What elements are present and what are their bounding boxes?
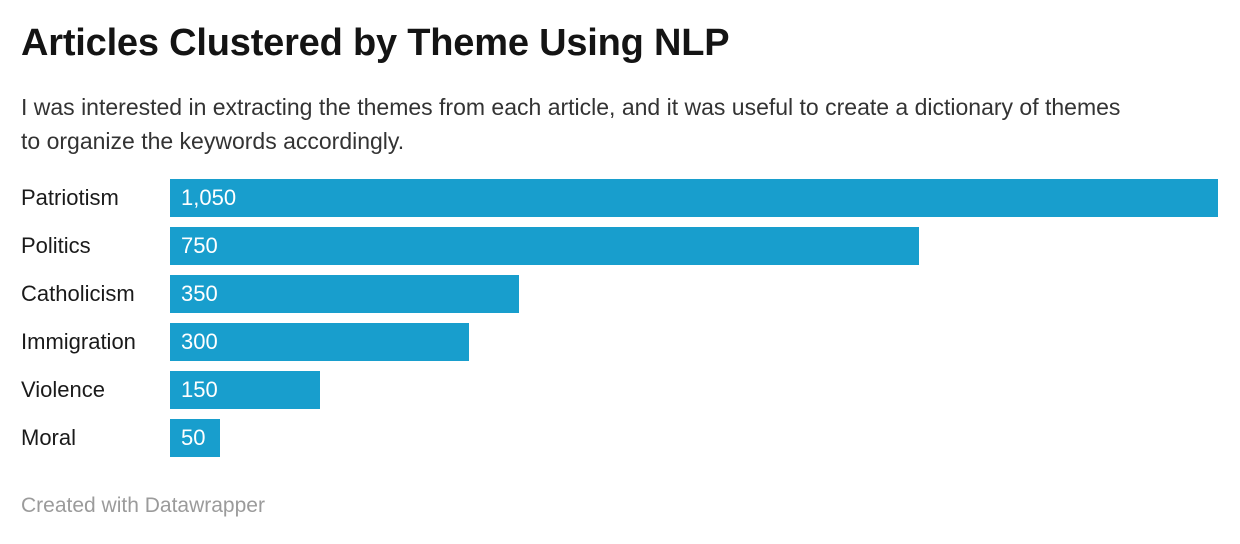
datawrapper-attribution-link[interactable]: Created with Datawrapper [21, 494, 265, 517]
bar-chart: Patriotism 1,050 Politics 750 Catholicis… [21, 174, 1218, 462]
bar-track: 1,050 [170, 179, 1218, 217]
bar-row: Patriotism 1,050 [21, 174, 1218, 222]
bar-track: 750 [170, 227, 1218, 265]
bar-row: Moral 50 [21, 414, 1218, 462]
bar-value-label: 1,050 [181, 185, 237, 210]
bar-row: Politics 750 [21, 222, 1218, 270]
bar-value-label: 150 [181, 377, 218, 402]
bar: 1,050 [170, 179, 1218, 217]
bar-value-label: 750 [181, 233, 218, 258]
category-label: Politics [21, 233, 91, 258]
bar-track: 50 [170, 419, 1218, 457]
chart-title: Articles Clustered by Theme Using NLP [21, 22, 730, 64]
bar: 50 [170, 419, 220, 457]
category-label: Catholicism [21, 281, 135, 306]
bar-value-label: 300 [181, 329, 218, 354]
bar-row: Violence 150 [21, 366, 1218, 414]
bar: 300 [170, 323, 470, 361]
bar-track: 150 [170, 371, 1218, 409]
chart-card: Articles Clustered by Theme Using NLP I … [0, 20, 1240, 544]
category-label: Immigration [21, 329, 136, 354]
bar-track: 300 [170, 323, 1218, 361]
chart-description: I was interested in extracting the theme… [21, 94, 1121, 154]
page: { "header": { "title": "Articles Cluster… [0, 20, 1240, 544]
bar-track: 350 [170, 275, 1218, 313]
category-label: Violence [21, 377, 105, 402]
bar-row: Catholicism 350 [21, 270, 1218, 318]
category-label: Moral [21, 425, 77, 450]
bar-row: Immigration 300 [21, 318, 1218, 366]
chart-footer: Created with Datawrapper [21, 494, 1218, 518]
bar-value-label: 350 [181, 281, 218, 306]
bar-value-label: 50 [181, 425, 206, 450]
bar: 350 [170, 275, 520, 313]
bar: 750 [170, 227, 919, 265]
bar: 150 [170, 371, 320, 409]
chart-header: Articles Clustered by Theme Using NLP I … [21, 20, 1218, 158]
category-label: Patriotism [21, 185, 119, 210]
